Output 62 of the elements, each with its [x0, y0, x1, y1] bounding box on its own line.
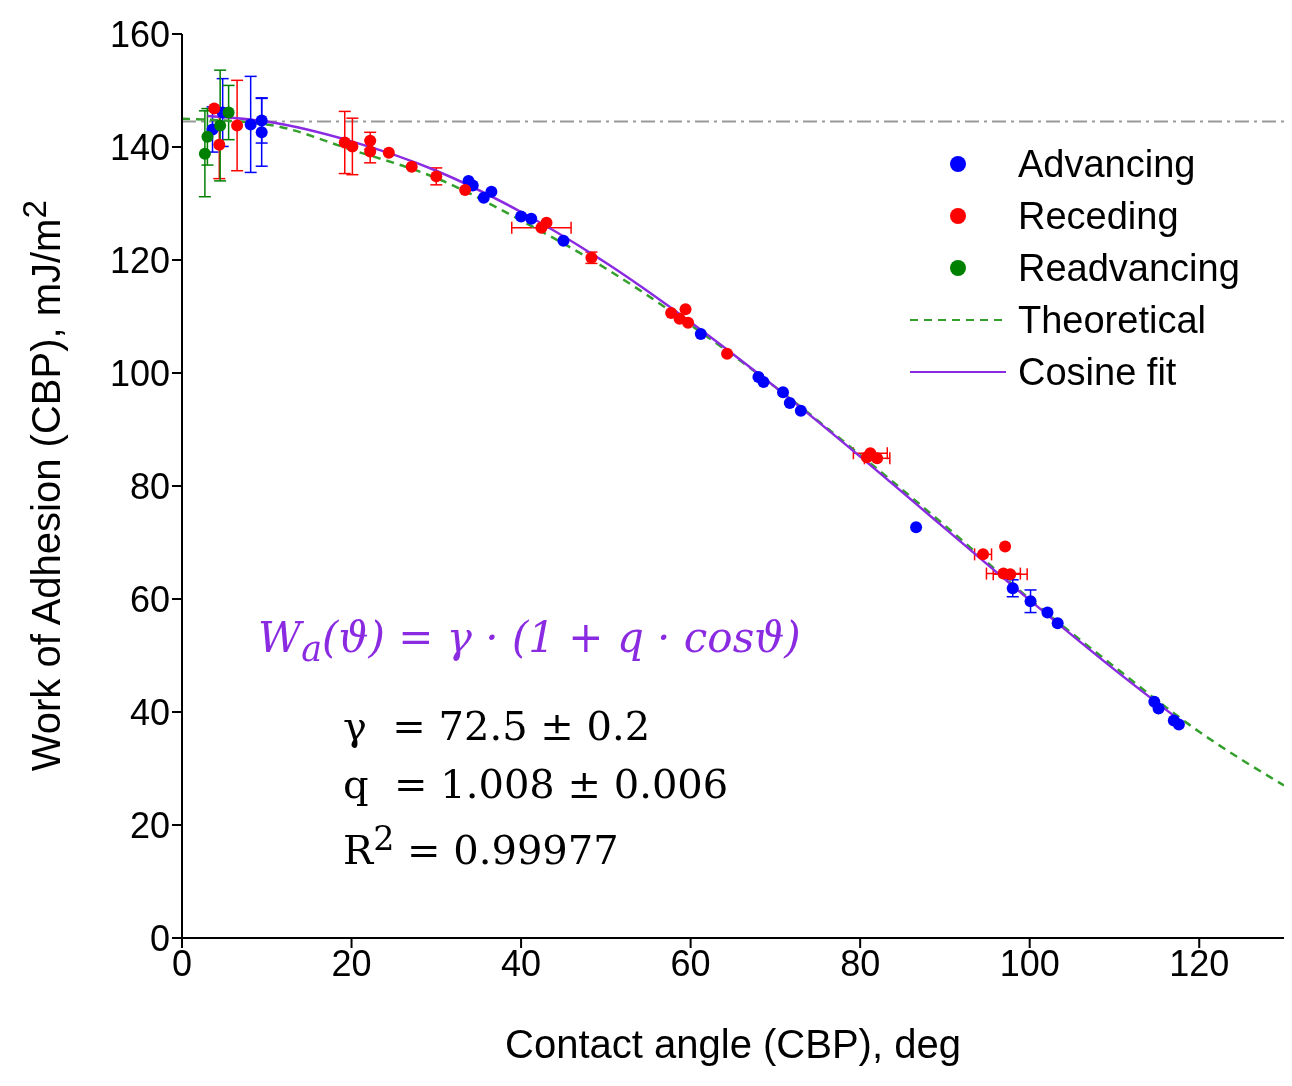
point [255, 126, 268, 139]
y-tick-label: 140 [109, 126, 170, 168]
point [783, 396, 796, 409]
point [1152, 702, 1165, 715]
point [794, 404, 807, 417]
y-tick-label: 100 [109, 352, 170, 394]
point [201, 130, 214, 143]
annotation: R$^{2}$ = 0.99977 [343, 819, 619, 874]
point [721, 347, 734, 360]
point [910, 521, 923, 534]
point [999, 540, 1012, 553]
point [477, 191, 490, 204]
y-tick-label: 40 [129, 691, 170, 733]
point [757, 376, 770, 389]
point [214, 119, 227, 132]
x-tick-label: 40 [501, 942, 542, 984]
y-tick-label: 160 [109, 13, 170, 55]
point [198, 147, 211, 160]
legend-label: Receding [1018, 194, 1179, 238]
legend-label: Cosine fit [1018, 350, 1177, 394]
point [1024, 595, 1037, 608]
legend-label: Advancing [1018, 142, 1196, 186]
point [364, 145, 377, 158]
point [208, 102, 221, 115]
annotation: W$_{a}$(ϑ) = γ · (1 + q · cosϑ) [258, 613, 801, 670]
point [485, 185, 498, 198]
point [244, 118, 257, 131]
point [346, 140, 359, 153]
point [679, 303, 692, 316]
point [255, 114, 268, 127]
point [231, 119, 244, 132]
y-tick-label: 20 [129, 804, 170, 846]
x-tick-label: 20 [331, 942, 372, 984]
point [364, 134, 377, 147]
point [557, 234, 570, 247]
y-tick-label: 120 [109, 239, 170, 281]
point [405, 160, 418, 173]
y-tick-label: 60 [129, 578, 170, 620]
legend-label: Readvancing [1018, 246, 1240, 290]
point [665, 307, 678, 320]
point [777, 386, 790, 399]
legend-label: Theoretical [1018, 298, 1206, 342]
point [213, 138, 226, 151]
point [459, 183, 472, 196]
x-axis-title: Contact angle (CBP), deg [505, 1022, 961, 1066]
point [977, 548, 990, 561]
point [540, 216, 553, 229]
point [682, 316, 695, 329]
point [1041, 606, 1054, 619]
annotation: γ = 72.5 ± 0.2 [343, 703, 651, 749]
x-tick-label: 60 [670, 942, 711, 984]
point [382, 146, 395, 159]
x-tick-label: 120 [1169, 942, 1230, 984]
point [1051, 617, 1064, 630]
x-tick-label: 100 [999, 942, 1060, 984]
point [1172, 718, 1185, 731]
point [222, 106, 235, 119]
y-tick-label: 80 [129, 465, 170, 507]
annotation: q = 1.008 ± 0.006 [343, 761, 729, 807]
point [694, 328, 707, 341]
x-tick-label: 80 [840, 942, 881, 984]
point [525, 212, 538, 225]
